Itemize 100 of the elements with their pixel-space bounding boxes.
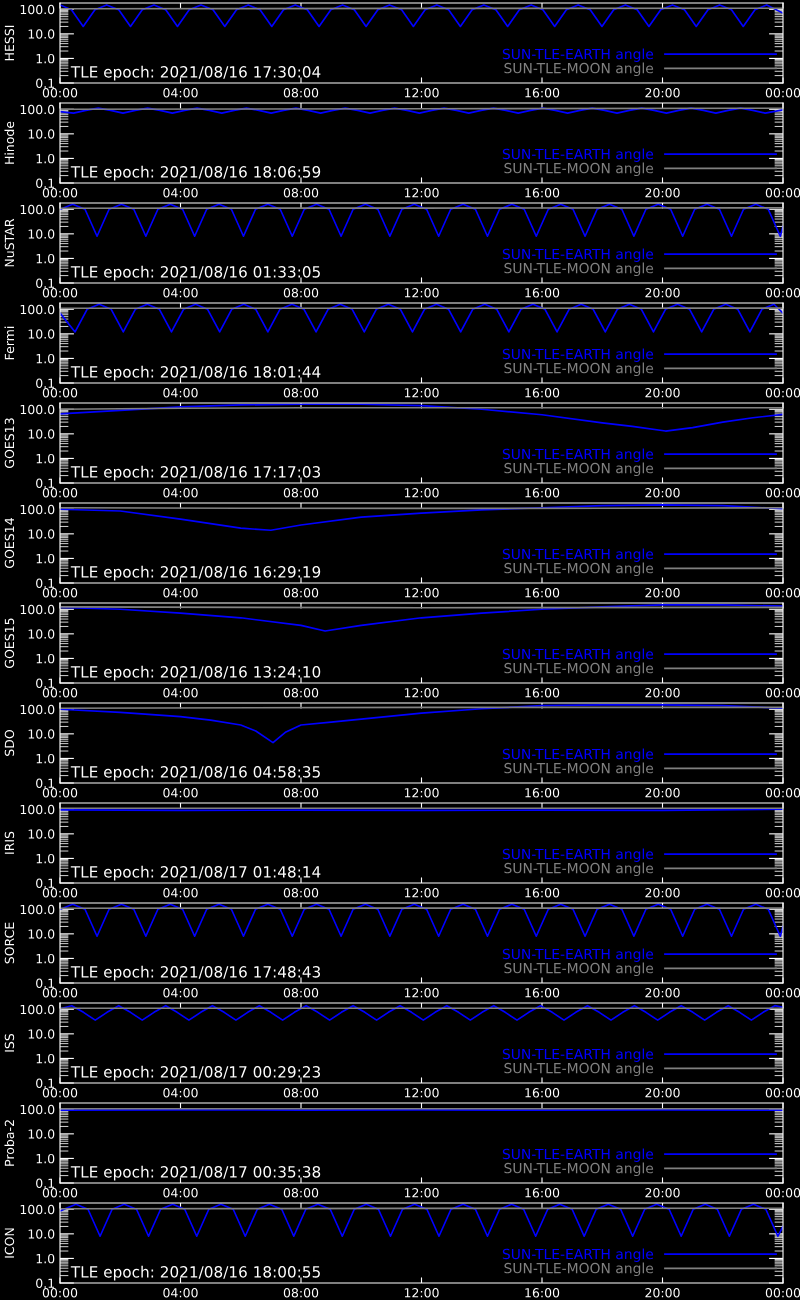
x-tick-label: 00:00 (765, 1288, 800, 1298)
y-tick-label: 10.0 (28, 29, 55, 39)
x-tick-label: 00:00 (42, 88, 78, 98)
x-tick-label: 00:00 (765, 488, 800, 498)
y-tick-label: 1.0 (36, 353, 55, 364)
x-tick-label: 00:00 (765, 788, 800, 798)
x-tick-label: 08:00 (283, 488, 319, 498)
x-tick-label: 00:00 (42, 288, 78, 298)
y-tick-label: 100.0 (20, 304, 55, 315)
y-tick-label: 100.0 (20, 704, 55, 715)
x-tick-label: 00:00 (42, 488, 78, 498)
y-tick-label: 10.0 (28, 1229, 55, 1239)
text: SUN-TLE-MOON angle (504, 262, 654, 277)
y-axis-title: SORCE (4, 922, 15, 964)
x-tick-label: 12:00 (404, 588, 439, 598)
text: SUN-TLE-EARTH angle (502, 548, 654, 562)
y-tick-label: 0.1 (36, 478, 54, 488)
y-axis-title: ICON (4, 1228, 15, 1258)
x-tick-label: 12:00 (404, 1288, 439, 1298)
x-tick-label: 08:00 (283, 688, 319, 698)
y-tick-label: 100.0 (20, 104, 55, 115)
y-tick-label: 100.0 (20, 1204, 55, 1215)
y-tick-label: 10.0 (28, 1129, 55, 1139)
y-tick-label: 1.0 (36, 753, 55, 764)
y-tick-label: 1.0 (36, 53, 55, 64)
text: SUN-TLE-EARTH angle (502, 1048, 654, 1062)
x-tick-label: 16:00 (525, 788, 560, 798)
annotation: TLE epoch: 2021/08/16 04:58:35 (70, 765, 320, 781)
x-tick-label: 04:00 (163, 1288, 198, 1298)
annotation: TLE epoch: 2021/08/17 00:35:38 (70, 1165, 321, 1181)
series-label: SUN-TLE-EARTH angle (502, 248, 654, 262)
x-tick-label: 12:00 (404, 988, 439, 998)
x-tick-label: 00:00 (765, 288, 800, 298)
x-tick-label: 12:00 (404, 88, 439, 98)
y-tick-label: 10.0 (28, 929, 55, 939)
annotation: TLE epoch: 2021/08/16 18:06:59 (70, 165, 321, 181)
y-tick-label: 1.0 (36, 1053, 55, 1064)
x-tick-label: 00:00 (765, 188, 800, 198)
y-axis-title: IRIS (4, 831, 15, 854)
text: SUN-TLE-MOON angle (504, 562, 654, 577)
y-tick-label: 0.1 (36, 1278, 54, 1288)
x-tick-label: 08:00 (283, 388, 319, 398)
annotation: TLE epoch: 2021/08/16 18:00:55 (70, 1265, 320, 1281)
text: SUN-TLE-EARTH angle (502, 748, 654, 762)
x-tick-label: 00:00 (765, 888, 800, 898)
x-tick-label: 16:00 (525, 988, 560, 998)
x-tick-label: 00:00 (42, 188, 78, 198)
x-tick-label: 20:00 (645, 588, 680, 598)
x-tick-label: 12:00 (404, 688, 439, 698)
y-tick-label: 0.1 (36, 278, 54, 288)
x-tick-label: 04:00 (163, 88, 198, 98)
y-tick-label: 0.1 (36, 878, 54, 888)
y-tick-label: 0.1 (36, 178, 54, 188)
y-tick-label: 10.0 (28, 629, 55, 639)
series-label: SUN-TLE-EARTH angle (502, 48, 654, 62)
x-tick-label: 04:00 (163, 188, 198, 198)
x-tick-label: 20:00 (645, 388, 680, 398)
y-tick-label: 10.0 (28, 129, 55, 139)
x-tick-label: 08:00 (283, 88, 319, 98)
text: SUN-TLE-MOON angle (504, 662, 654, 677)
x-tick-label: 08:00 (283, 1088, 319, 1098)
annotation: TLE epoch: 2021/08/16 16:29:19 (70, 565, 321, 581)
x-tick-label: 16:00 (525, 188, 560, 198)
series-label: SUN-TLE-EARTH angle (502, 448, 654, 462)
series-label: SUN-TLE-EARTH angle (502, 348, 654, 362)
y-axis-title: ISS (4, 1033, 15, 1052)
y-tick-label: 100.0 (20, 904, 55, 915)
annotation: TLE epoch: 2021/08/16 17:48:43 (70, 965, 321, 981)
y-axis-title: Fermi (4, 326, 15, 360)
text: SUN-TLE-MOON angle (504, 1262, 654, 1277)
y-tick-label: 1.0 (36, 553, 55, 564)
annotation: TLE epoch: 2021/08/16 17:30:04 (70, 65, 321, 81)
text: SUN-TLE-MOON angle (504, 362, 654, 377)
annotation: TLE epoch: 2021/08/16 18:01:44 (70, 365, 321, 381)
x-tick-label: 04:00 (163, 988, 198, 998)
x-tick-label: 20:00 (645, 788, 680, 798)
y-tick-label: 100.0 (20, 404, 55, 415)
x-tick-label: 20:00 (645, 188, 680, 198)
annotation: TLE epoch: 2021/08/16 13:24:10 (70, 665, 321, 681)
x-tick-label: 04:00 (163, 288, 198, 298)
y-tick-label: 10.0 (28, 829, 55, 839)
y-tick-label: 100.0 (20, 1104, 55, 1115)
x-tick-label: 00:00 (42, 888, 78, 898)
y-axis-title: GOES15 (4, 618, 15, 668)
x-tick-label: 16:00 (525, 488, 560, 498)
text: SUN-TLE-MOON angle (504, 862, 654, 877)
text: SUN-TLE-EARTH angle (502, 648, 654, 662)
text: SUN-TLE-MOON angle (504, 462, 654, 477)
y-axis-title: SDO (4, 730, 15, 756)
x-tick-label: 04:00 (163, 588, 198, 598)
x-tick-label: 00:00 (765, 688, 800, 698)
x-tick-label: 16:00 (525, 688, 560, 698)
x-tick-label: 12:00 (404, 388, 439, 398)
x-tick-label: 00:00 (765, 988, 800, 998)
annotation: TLE epoch: 2021/08/17 01:48:14 (70, 865, 321, 881)
x-tick-label: 08:00 (283, 288, 319, 298)
y-axis-title: GOES14 (4, 518, 15, 568)
x-tick-label: 00:00 (42, 388, 78, 398)
y-tick-label: 0.1 (36, 778, 54, 788)
x-tick-label: 08:00 (283, 888, 319, 898)
